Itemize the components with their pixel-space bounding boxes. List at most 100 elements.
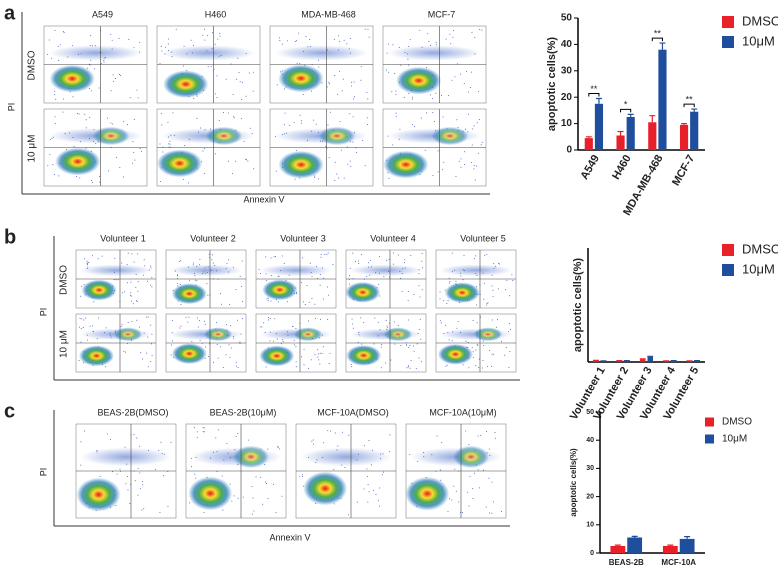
event-dot xyxy=(468,444,470,446)
event-dot xyxy=(267,498,269,500)
event-dot xyxy=(57,45,59,47)
event-dot xyxy=(447,95,449,97)
event-dot xyxy=(460,275,462,277)
event-dot xyxy=(318,59,320,61)
event-dot xyxy=(85,147,87,149)
event-dot xyxy=(391,91,393,93)
event-dot xyxy=(122,292,124,294)
event-dot xyxy=(162,151,164,153)
event-dot xyxy=(54,90,56,92)
event-dot xyxy=(328,157,330,159)
event-dot xyxy=(222,112,224,114)
event-dot xyxy=(430,94,432,96)
event-dot xyxy=(286,132,288,134)
event-dot xyxy=(177,282,179,284)
event-dot xyxy=(358,331,360,333)
event-dot xyxy=(451,340,453,342)
density-blob xyxy=(444,282,480,304)
event-dot xyxy=(51,137,53,139)
event-dot xyxy=(123,350,125,352)
bar xyxy=(679,538,695,553)
event-dot xyxy=(453,30,455,32)
density-blob xyxy=(303,471,348,506)
event-dot xyxy=(489,454,491,456)
event-dot xyxy=(322,346,324,348)
event-dot xyxy=(463,164,465,166)
column-title: Volunteer 3 xyxy=(280,233,326,243)
legend-swatch xyxy=(722,36,734,48)
event-dot xyxy=(351,318,353,320)
event-dot xyxy=(459,511,461,513)
event-dot xyxy=(80,53,82,55)
event-dot xyxy=(383,276,385,278)
event-dot xyxy=(214,43,216,45)
event-dot xyxy=(505,289,507,291)
event-dot xyxy=(103,57,105,59)
event-dot xyxy=(143,259,145,261)
event-dot xyxy=(222,367,224,369)
column-title: H460 xyxy=(205,9,227,19)
event-dot xyxy=(456,119,458,121)
event-dot xyxy=(120,326,122,328)
event-dot xyxy=(400,345,402,347)
event-dot xyxy=(316,266,318,268)
event-dot xyxy=(253,510,255,512)
event-dot xyxy=(392,263,394,265)
event-dot xyxy=(214,265,216,267)
event-dot xyxy=(180,303,182,305)
event-dot xyxy=(139,41,141,43)
density-blob xyxy=(163,70,209,99)
event-dot xyxy=(350,38,352,40)
event-dot xyxy=(103,59,105,61)
event-dot xyxy=(86,334,88,336)
event-dot xyxy=(407,346,409,348)
event-dot xyxy=(204,324,206,326)
event-dot xyxy=(404,52,406,54)
event-dot xyxy=(491,365,493,367)
event-dot xyxy=(267,448,269,450)
event-dot xyxy=(508,331,510,333)
event-dot xyxy=(398,138,400,140)
event-dot xyxy=(476,274,478,276)
event-dot xyxy=(298,32,300,34)
event-dot xyxy=(185,316,187,318)
event-dot xyxy=(178,260,180,262)
event-dot xyxy=(362,140,364,142)
event-dot xyxy=(245,95,247,97)
event-dot xyxy=(193,427,195,429)
event-dot xyxy=(418,285,420,287)
event-dot xyxy=(311,440,313,442)
event-dot xyxy=(100,63,102,65)
event-dot xyxy=(151,355,153,357)
event-dot xyxy=(174,270,176,272)
y-tick-label: 20 xyxy=(586,493,594,500)
event-dot xyxy=(132,162,134,164)
event-dot xyxy=(47,165,49,167)
event-dot xyxy=(276,338,278,340)
bar xyxy=(640,359,646,362)
event-dot xyxy=(133,118,135,120)
event-dot xyxy=(213,361,215,363)
event-dot xyxy=(508,323,510,325)
event-dot xyxy=(472,128,474,130)
event-dot xyxy=(242,318,244,320)
event-dot xyxy=(171,56,173,58)
event-dot xyxy=(351,81,353,83)
event-dot xyxy=(493,267,495,269)
event-dot xyxy=(248,72,250,74)
significance-bracket xyxy=(620,108,632,113)
event-dot xyxy=(350,165,352,167)
event-dot xyxy=(293,339,295,341)
event-dot xyxy=(369,259,371,261)
event-dot xyxy=(98,87,100,89)
legend-label: DMSO xyxy=(742,241,778,256)
event-dot xyxy=(385,319,387,321)
event-dot xyxy=(307,140,309,142)
event-dot xyxy=(109,439,111,441)
event-dot xyxy=(319,140,321,142)
event-dot xyxy=(198,131,200,133)
event-dot xyxy=(361,343,363,345)
event-dot xyxy=(131,320,133,322)
event-dot xyxy=(363,488,365,490)
event-dot xyxy=(452,36,454,38)
